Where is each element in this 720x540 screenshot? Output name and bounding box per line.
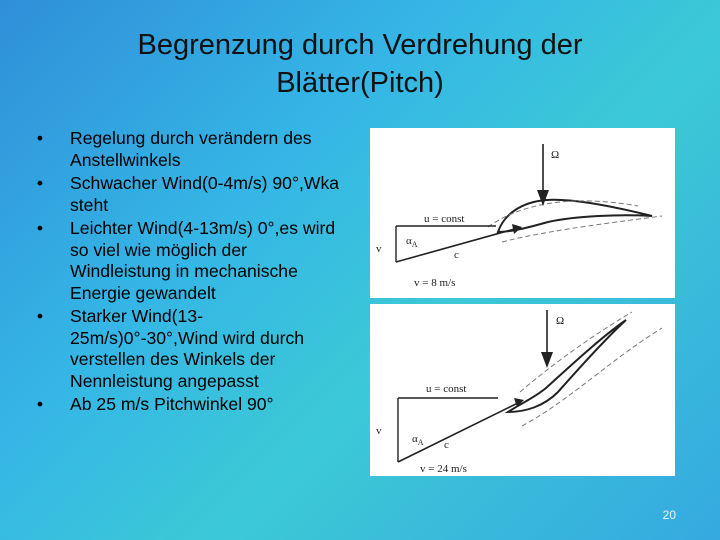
alpha-subscript: A [418,438,424,447]
v-value-label: v = 8 m/s [414,277,455,289]
bullet-icon: • [36,173,44,193]
alpha-subscript: A [412,240,418,249]
bullet-text: Starker Wind(13-25m/s)0°-30°,Wind wird d… [70,306,305,391]
title-line-1: Begrenzung durch Verdrehung der [137,29,583,61]
bullet-text: Schwacher Wind(0-4m/s) 90°,Wka steht [70,173,340,215]
v-label: v [376,243,382,255]
bullet-item: • Regelung durch verändern des Anstellwin… [30,128,350,171]
velocity-diagram-bottom: Ω u = const αA c v v = 24 m/s [370,304,675,476]
slide-title: Begrenzung durch Verdrehung der Blätter(… [60,26,660,102]
bullet-icon: • [36,218,44,238]
alpha-label: αA [406,235,418,249]
bullet-item: • Starker Wind(13-25m/s)0°-30°,Wind wird … [30,306,350,392]
arrow-head-icon [541,352,553,368]
c-vector [397,401,521,463]
arrow-head-icon [514,398,524,407]
alpha-symbol: α [412,433,418,445]
airfoil-shape [496,198,653,234]
bullet-list: • Regelung durch verändern des Anstellwin… [30,128,350,418]
bullet-item: • Schwacher Wind(0-4m/s) 90°,Wka steht [30,173,350,216]
omega-label: Ω [556,315,564,327]
bullet-text: Leichter Wind(4-13m/s) 0°,es wird so vie… [70,218,336,303]
c-vector [395,227,519,263]
streamline [519,311,633,393]
bullet-text: Regelung durch verändern des Anstellwink… [70,128,312,170]
arrow-head-icon [537,190,549,206]
streamline [501,215,663,243]
velocity-diagram-bottom-svg: Ω u = const αA c v v = 24 m/s [376,310,663,475]
v-value-label: v = 24 m/s [420,463,467,475]
v-label: v [376,425,382,437]
velocity-diagram-top: Ω u = const αA c v v = 8 m/s [370,128,675,298]
streamline [487,200,639,228]
bullet-icon: • [36,306,44,326]
bullet-item: • Leichter Wind(4-13m/s) 0°,es wird so vi… [30,218,350,304]
streamline [521,327,663,427]
bullet-item: • Ab 25 m/s Pitchwinkel 90° [30,394,350,416]
airfoil-shape [504,319,627,414]
velocity-diagram-top-svg: Ω u = const αA c v v = 8 m/s [376,144,663,289]
arrow-head-icon [512,224,522,234]
page-number: 20 [662,508,676,522]
omega-label: Ω [551,149,559,161]
c-label: c [454,249,459,261]
title-line-2: Blätter(Pitch) [276,67,444,99]
u-label: u = const [426,383,466,395]
bullet-icon: • [36,128,44,148]
alpha-label: αA [412,433,424,447]
alpha-symbol: α [406,235,412,247]
c-label: c [444,439,449,451]
u-label: u = const [424,213,464,225]
bullet-text: Ab 25 m/s Pitchwinkel 90° [70,394,274,414]
bullet-icon: • [36,394,44,414]
